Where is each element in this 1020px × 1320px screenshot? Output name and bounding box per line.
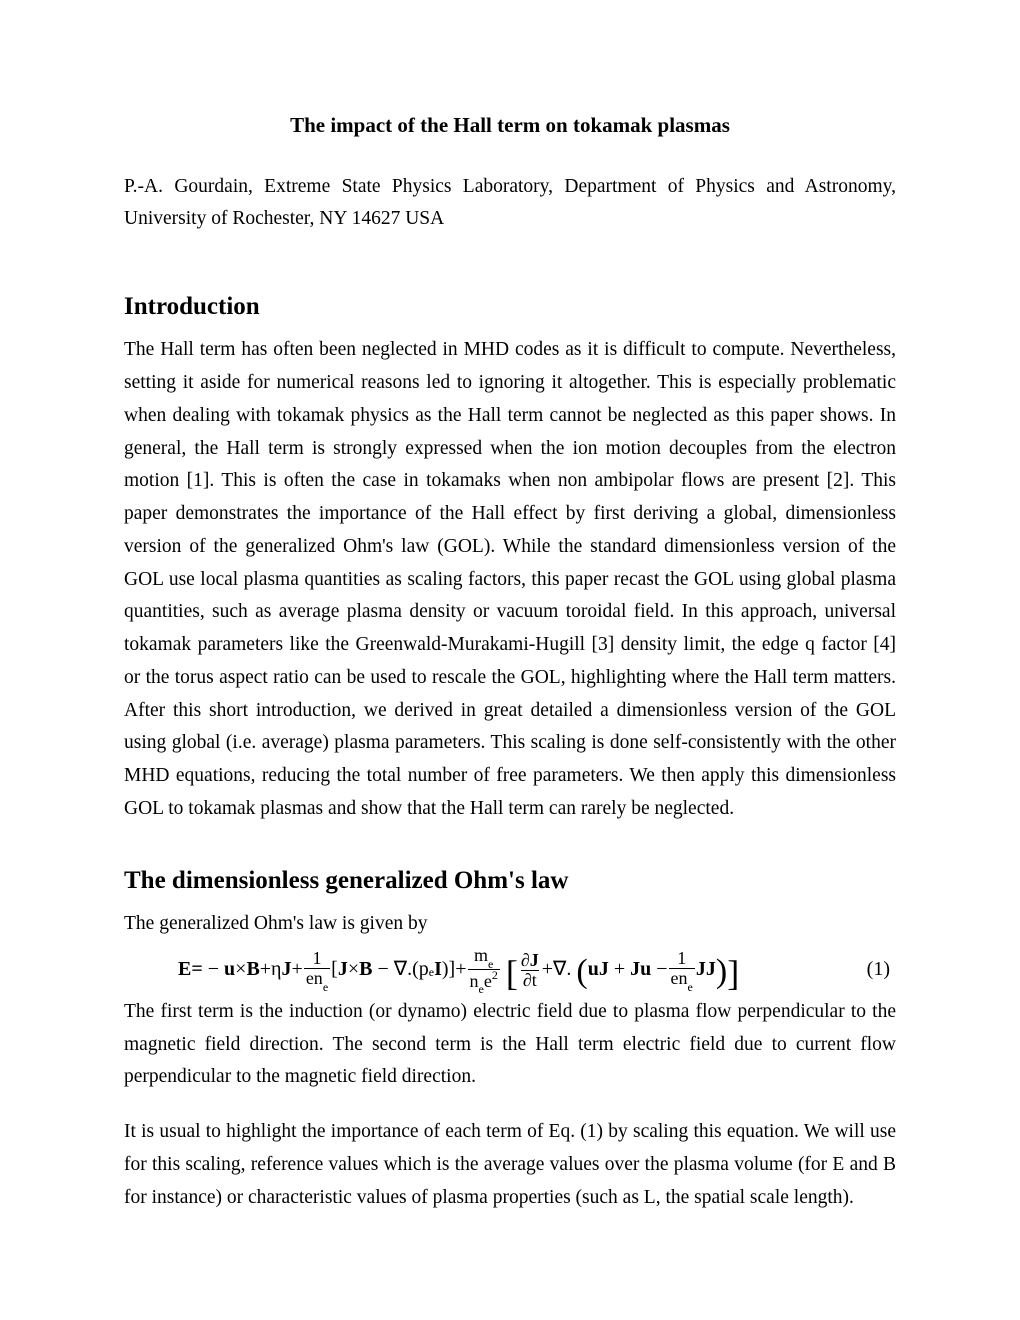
author-line: P.-A. Gourdain, Extreme State Physics La… xyxy=(124,171,896,234)
paper-title: The impact of the Hall term on tokamak p… xyxy=(124,108,896,143)
equation-1: E= − u×B+ηJ+ 1ene [J×B − ∇.(peI)]+ menee… xyxy=(124,946,896,993)
intro-paragraph: The Hall term has often been neglected i… xyxy=(124,334,896,825)
equation-1-content: E= − u×B+ηJ+ 1ene [J×B − ∇.(peI)]+ menee… xyxy=(124,946,739,993)
ohm-lead: The generalized Ohm's law is given by xyxy=(124,908,896,941)
section-heading-ohms-law: The dimensionless generalized Ohm's law xyxy=(124,860,896,902)
equation-1-number: (1) xyxy=(867,953,896,987)
ohm-closing-paragraph: It is usual to highlight the importance … xyxy=(124,1116,896,1214)
section-heading-introduction: Introduction xyxy=(124,286,896,328)
ohm-after-paragraph: The first term is the induction (or dyna… xyxy=(124,996,896,1094)
page: The impact of the Hall term on tokamak p… xyxy=(0,0,1020,1214)
